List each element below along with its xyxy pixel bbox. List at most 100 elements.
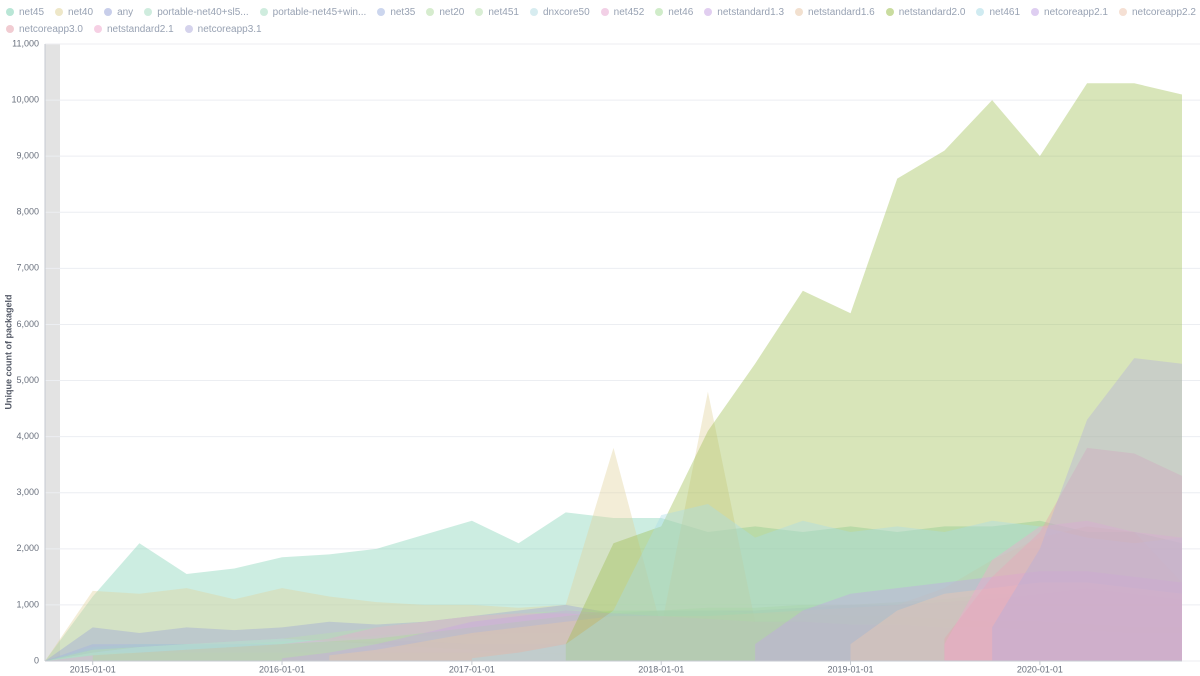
area [992, 358, 1182, 661]
areas [45, 83, 1183, 662]
legend-item[interactable]: portable-net40+sl5... [144, 5, 249, 19]
legend-swatch [55, 8, 64, 16]
legend-item[interactable]: portable-net45+win... [259, 5, 367, 19]
legend-item[interactable]: net46 [655, 5, 693, 19]
legend-swatch [1031, 8, 1040, 16]
legend-label: net451 [488, 6, 519, 18]
area [45, 630, 1182, 661]
legend-swatch [529, 8, 538, 16]
area [92, 593, 1182, 661]
legend-label: netstandard1.6 [808, 6, 875, 18]
legend-item[interactable]: dnxcore50 [529, 5, 590, 19]
y-tick-label: 0 [34, 655, 39, 665]
area [565, 83, 1182, 662]
legend-swatch [475, 8, 484, 16]
legend-label: net20 [439, 6, 465, 18]
grid [45, 43, 1200, 662]
area [471, 503, 1183, 661]
legend-swatch [377, 8, 386, 16]
legend-label: net461 [989, 6, 1021, 18]
y-tick-label: 7,000 [16, 263, 39, 273]
legend-swatch [976, 8, 985, 16]
partial-bucket [45, 44, 60, 661]
y-tick-label: 5,000 [16, 375, 39, 385]
legend-label: dnxcore50 [542, 6, 590, 18]
legend-item[interactable]: netcoreapp3.1 [184, 22, 262, 36]
y-tick-label: 8,000 [16, 207, 39, 217]
area [45, 391, 1182, 661]
legend-item[interactable]: netcoreapp3.0 [6, 22, 83, 36]
legend-item[interactable]: net451 [475, 5, 519, 19]
area [944, 520, 1182, 661]
legend-item[interactable]: net45 [6, 5, 44, 19]
area [329, 526, 1182, 661]
area [45, 610, 1182, 661]
legend-item[interactable]: net35 [377, 5, 415, 19]
legend-swatch [795, 8, 804, 16]
legend-swatch [600, 8, 609, 16]
y-tick-label: 11,000 [12, 38, 39, 48]
legend-item[interactable]: netstandard1.6 [795, 5, 875, 19]
y-tick-label: 9,000 [16, 151, 39, 161]
area [45, 632, 1182, 661]
legend-swatch [144, 8, 153, 16]
legend-label: netstandard1.3 [717, 6, 785, 18]
legend-item[interactable]: netcoreapp2.1 [1031, 5, 1108, 19]
legend-item[interactable]: netcoreapp2.2 [1119, 5, 1196, 19]
legend-swatch [93, 25, 102, 33]
legend: net45 net40 any portable-net40+sl5... portab… [6, 5, 1196, 36]
area [45, 652, 1182, 661]
axes: 0 1,000 2,000 3,000 4,000 5,000 6,000 7,000 8,00… [11, 38, 1182, 674]
legend-swatch [6, 25, 14, 33]
area [850, 582, 1182, 661]
legend-label: net45 [19, 6, 45, 18]
x-tick-label: 2017-01-01 [449, 664, 495, 674]
legend-label: netcoreapp2.2 [1132, 6, 1196, 18]
x-tick-label: 2016-01-01 [259, 664, 305, 674]
y-tick-label: 4,000 [16, 431, 39, 441]
area [45, 588, 1182, 661]
x-tick-label: 2015-01-01 [70, 664, 116, 674]
legend-item[interactable]: any [104, 5, 133, 19]
x-tick-label: 2019-01-01 [828, 664, 874, 674]
legend-label: portable-net40+sl5... [157, 6, 249, 18]
legend-item[interactable]: net461 [976, 5, 1020, 19]
legend-label: netstandard2.0 [898, 6, 966, 18]
legend-item[interactable]: net20 [426, 5, 464, 19]
legend-swatch [885, 8, 894, 16]
legend-swatch [655, 8, 664, 16]
legend-item[interactable]: netstandard2.1 [93, 22, 174, 36]
area [45, 638, 1182, 661]
legend-item[interactable]: net452 [600, 5, 645, 19]
legend-item[interactable]: net40 [55, 5, 93, 19]
legend-swatch [259, 8, 268, 16]
area [45, 512, 1182, 661]
legend-label: netcoreapp3.1 [197, 23, 262, 35]
area [755, 571, 1182, 661]
x-tick-label: 2020-01-01 [1017, 664, 1063, 674]
area [944, 447, 1182, 661]
legend-label: net46 [668, 6, 694, 18]
legend-item[interactable]: netstandard1.3 [704, 5, 784, 19]
legend-swatch [704, 8, 713, 16]
legend-label: netcoreapp3.0 [19, 23, 83, 35]
area [282, 610, 1182, 661]
legend-label: netcoreapp2.1 [1044, 6, 1108, 18]
legend-swatch [426, 8, 435, 16]
y-tick-label: 3,000 [16, 487, 39, 497]
y-tick-label: 2,000 [16, 543, 39, 553]
y-tick-label: 1,000 [16, 599, 39, 609]
legend-label: netstandard2.1 [106, 23, 174, 35]
legend-item[interactable]: netstandard2.0 [885, 5, 966, 19]
legend-swatch [184, 25, 193, 33]
y-tick-label: 10,000 [11, 94, 39, 104]
legend-label: portable-net45+win... [272, 6, 367, 18]
y-tick-label: 6,000 [16, 319, 39, 329]
legend-label: net35 [390, 6, 416, 18]
legend-swatch [1119, 8, 1127, 16]
legend-label: net452 [613, 6, 645, 18]
area [45, 613, 1182, 661]
area [45, 641, 1182, 661]
